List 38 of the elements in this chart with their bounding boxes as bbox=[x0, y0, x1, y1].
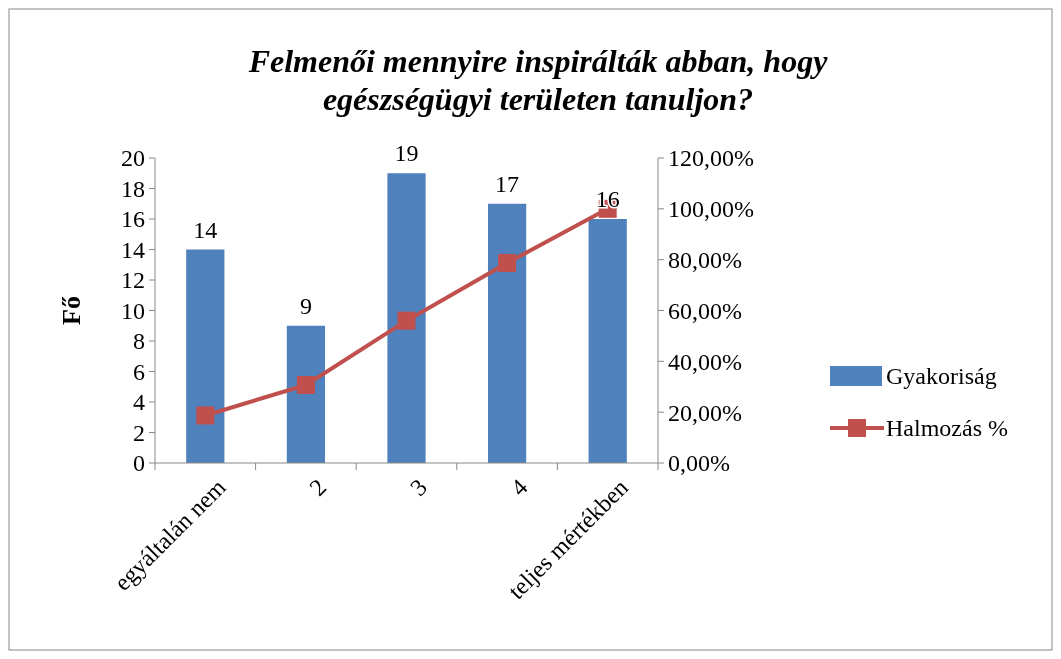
y-tick-label: 20 bbox=[121, 145, 145, 172]
bar bbox=[286, 325, 326, 463]
y-tick-label: 12 bbox=[121, 267, 145, 294]
bar bbox=[588, 219, 627, 463]
y2-tick-label: 60,00% bbox=[668, 297, 742, 324]
y-tick-label: 8 bbox=[133, 328, 145, 355]
data-label: 9 bbox=[299, 292, 312, 319]
legend-label: Gyakoriság bbox=[886, 363, 997, 390]
data-label: 19 bbox=[394, 140, 419, 167]
y2-tick-label: 40,00% bbox=[668, 348, 742, 375]
x-tick-label: 4 bbox=[505, 474, 533, 501]
y-tick-label: 2 bbox=[133, 419, 145, 446]
y2-tick-label: 80,00% bbox=[668, 247, 742, 274]
point bbox=[296, 375, 315, 394]
data-label: 14 bbox=[193, 216, 218, 243]
y2-tick-label: 100,00% bbox=[668, 196, 754, 223]
bar bbox=[487, 203, 527, 463]
x-tick-label: 3 bbox=[405, 474, 432, 501]
y-tick-label: 6 bbox=[133, 358, 145, 385]
y-tick-label: 0 bbox=[133, 450, 145, 477]
bar bbox=[186, 249, 225, 463]
point bbox=[498, 253, 517, 272]
y-tick-label: 10 bbox=[121, 297, 145, 324]
y2-tick-label: 0,00% bbox=[668, 450, 730, 477]
y-tick-label: 18 bbox=[121, 175, 145, 202]
bar bbox=[387, 173, 426, 463]
y2-tick-label: 20,00% bbox=[668, 399, 742, 426]
legend-label: Halmozás % bbox=[886, 415, 1008, 442]
point bbox=[196, 406, 215, 425]
x-tick-label: 2 bbox=[304, 474, 332, 501]
data-label: 17 bbox=[495, 170, 520, 197]
point bbox=[397, 311, 416, 330]
y-tick-label: 14 bbox=[121, 236, 145, 263]
y2-tick-label: 120,00% bbox=[668, 145, 754, 172]
y-tick-label: 16 bbox=[121, 206, 145, 233]
y-tick-label: 4 bbox=[133, 389, 145, 416]
y-axis-title: Fő bbox=[57, 296, 86, 325]
chart-title: Felmenői mennyire inspirálták abban, hogy egészségügyi területen tanuljon? bbox=[247, 43, 829, 117]
